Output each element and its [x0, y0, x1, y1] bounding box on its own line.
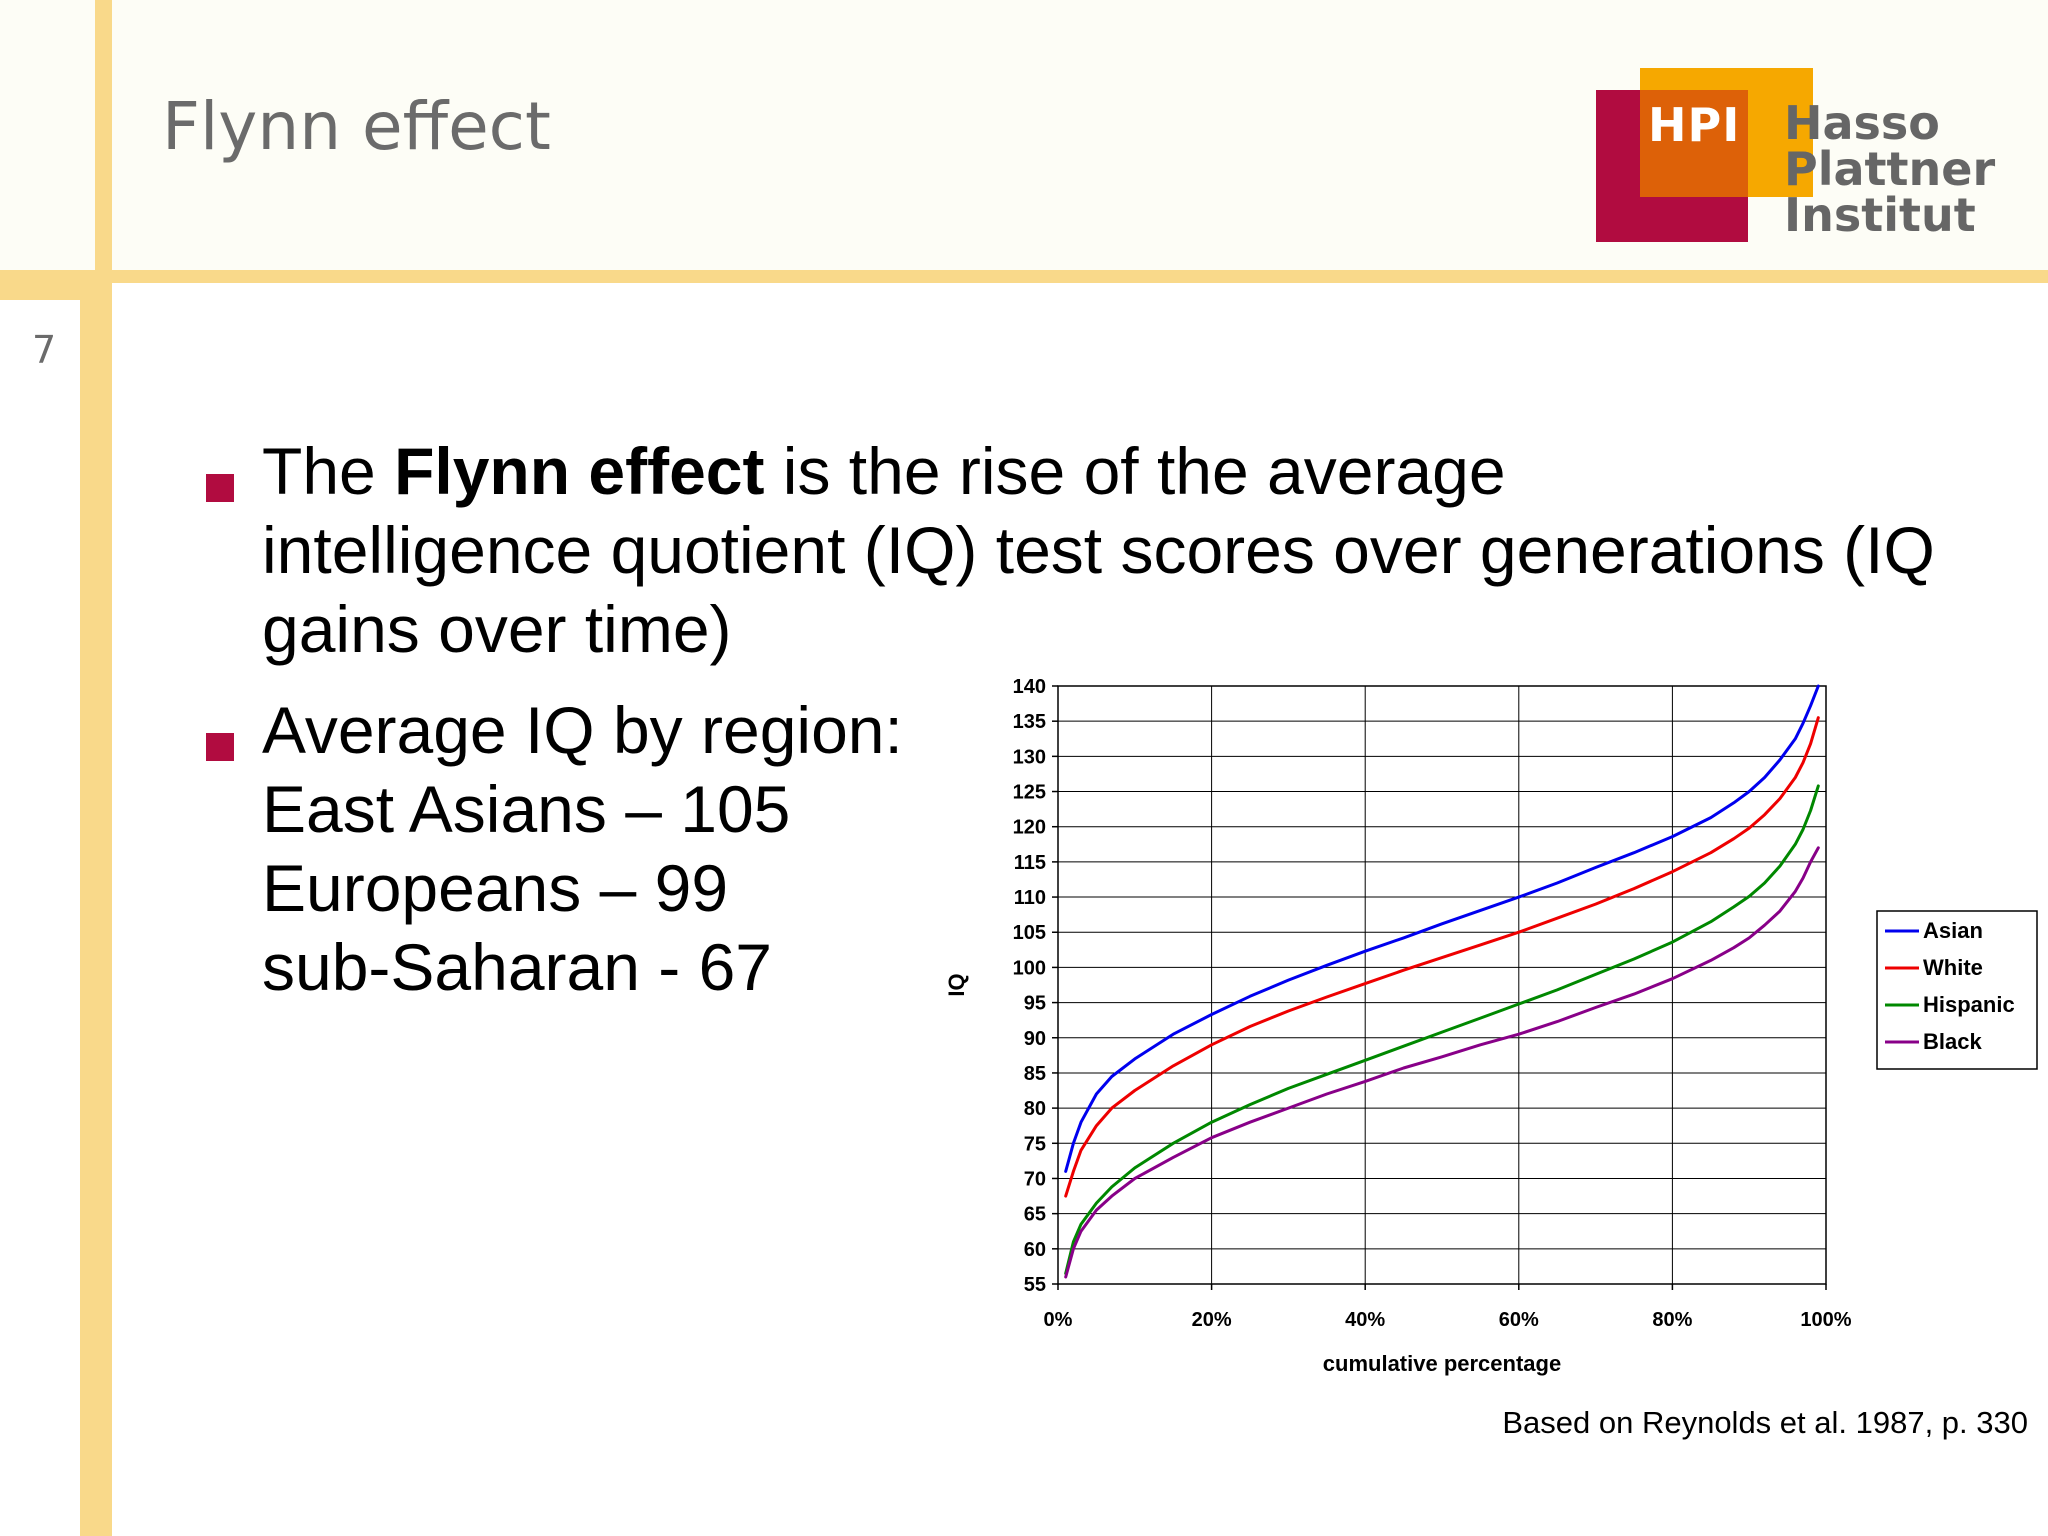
bullet-text: is the rise of the average	[764, 434, 1506, 508]
accent-bar-top	[95, 0, 112, 282]
x-tick-label: 40%	[1345, 1309, 1385, 1331]
y-tick-label: 105	[1013, 922, 1046, 944]
y-tick-label: 95	[1024, 993, 1046, 1015]
x-tick-label: 0%	[1044, 1309, 1073, 1331]
bullet-square-icon	[206, 733, 234, 761]
series-line-black	[1064, 846, 1820, 1279]
y-tick-label: 90	[1024, 1028, 1046, 1050]
logo-line-2: Plattner	[1784, 142, 1996, 196]
bullet-list: The Flynn effect is the rise of the aver…	[200, 432, 2020, 1007]
x-tick-label: 60%	[1499, 1309, 1539, 1331]
x-tick-label: 20%	[1192, 1309, 1232, 1331]
bullet-text: The	[262, 434, 395, 508]
slide-title: Flynn effect	[162, 88, 551, 165]
series-line-hispanic	[1064, 784, 1820, 1275]
x-axis-label: cumulative percentage	[1323, 1351, 1561, 1376]
source-note: Based on Reynolds et al. 1987, p. 330	[1502, 1405, 2028, 1440]
y-axis-label: IQ	[944, 973, 969, 996]
x-tick-label: 100%	[1800, 1309, 1851, 1331]
y-tick-label: 140	[1013, 676, 1046, 698]
y-tick-label: 60	[1024, 1239, 1046, 1261]
y-tick-label: 120	[1013, 817, 1046, 839]
series-line-asian	[1064, 684, 1820, 1173]
y-tick-label: 110	[1014, 887, 1046, 909]
page-number: 7	[32, 328, 57, 372]
bullet-line: Average IQ by region:	[262, 693, 903, 767]
logo-line-1: Hasso	[1784, 96, 1940, 150]
x-tick-label: 80%	[1652, 1309, 1692, 1331]
y-tick-label: 125	[1013, 782, 1046, 804]
accent-bar-horizontal	[0, 270, 2048, 283]
y-tick-label: 65	[1024, 1204, 1046, 1226]
series-line-white	[1064, 716, 1820, 1198]
accent-bar-corner	[0, 270, 112, 300]
y-tick-label: 135	[1013, 711, 1046, 733]
bullet-line: gains over time)	[262, 592, 732, 666]
bullet-bold-term: Flynn effect	[394, 434, 765, 508]
y-tick-label: 80	[1024, 1098, 1046, 1120]
bullet-regions: Average IQ by region: East Asians – 105 …	[200, 691, 2020, 1007]
legend-entry: Hispanic	[1923, 992, 2015, 1017]
y-tick-label: 55	[1024, 1274, 1046, 1296]
hpi-logo: HPI Hasso Plattner Institut	[1596, 68, 1995, 244]
y-tick-label: 130	[1013, 746, 1046, 768]
y-tick-label: 70	[1024, 1168, 1046, 1190]
y-tick-label: 85	[1024, 1063, 1046, 1085]
iq-distribution-chart: 55 60 65 70 75 80 85 90 95 100 105 110 115 120 125 130 1…	[944, 676, 2038, 1376]
bullet-line: intelligence quotient (IQ) test scores o…	[262, 513, 1935, 587]
legend-entry: Asian	[1923, 918, 1983, 943]
legend-entry: White	[1923, 955, 1983, 980]
legend-entry: Black	[1923, 1029, 1982, 1054]
y-tick-label: 100	[1013, 957, 1046, 979]
accent-bar-vertical	[80, 298, 112, 1536]
logo-line-3: Institut	[1784, 188, 1976, 242]
bullet-line: sub-Saharan - 67	[262, 930, 772, 1004]
plot-area	[1057, 685, 1827, 1285]
bullet-definition: The Flynn effect is the rise of the aver…	[200, 432, 2020, 669]
bullet-line: The Flynn effect is the rise of the aver…	[262, 432, 2020, 511]
logo-orange-square	[1640, 90, 1748, 197]
bullet-square-icon	[206, 474, 234, 502]
logo-wordmark: Hasso Plattner Institut	[1784, 100, 1995, 238]
bullet-line: East Asians – 105	[262, 772, 791, 846]
logo-mark: HPI	[1648, 98, 1741, 152]
y-tick-label: 115	[1014, 852, 1046, 874]
y-tick-label: 75	[1024, 1133, 1046, 1155]
bullet-line: Europeans – 99	[262, 851, 729, 925]
